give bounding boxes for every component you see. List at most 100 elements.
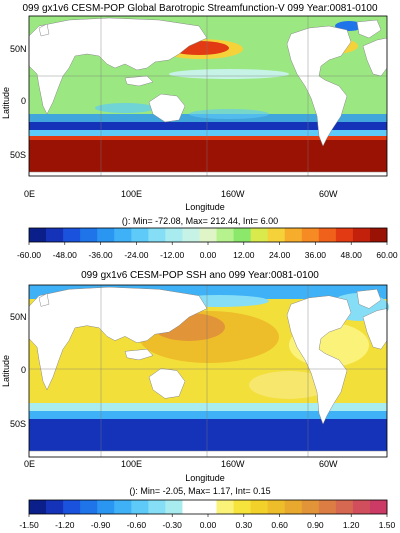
colorbar-swatch [114, 228, 132, 242]
colorbar-tick-label: 0.90 [307, 520, 324, 530]
colorbar-swatch [46, 228, 64, 242]
ssh-land-indonesia [124, 348, 154, 361]
colorbar-swatch [165, 228, 183, 242]
chart1-xtick-60w: 60W [319, 189, 338, 199]
stream-land-uk [38, 23, 50, 37]
chart1-stats: (): Min= -72.08, Max= 212.44, Int= 6.00 [121, 216, 279, 226]
chart1-title: 099 gx1v6 CESM-POP Global Barotropic Str… [22, 3, 378, 14]
colorbar-tick-label: -12.00 [160, 250, 185, 260]
colorbar-tick-label: 0.00 [199, 520, 217, 530]
colorbar-tick-label: -0.30 [162, 520, 182, 530]
chart2-xtick-160w: 160W [221, 459, 245, 469]
colorbar-swatch [97, 500, 115, 514]
chart2-xtick-100e: 100E [121, 459, 143, 469]
chart1-colorbar [28, 227, 388, 245]
colorbar-swatch [29, 500, 47, 514]
colorbar-swatch [63, 228, 81, 242]
colorbar-swatch [199, 228, 217, 242]
colorbar-swatch [284, 500, 303, 514]
colorbar-swatch [335, 500, 354, 514]
ssh-land-greenland [356, 289, 382, 309]
colorbar-tick-label: -48.00 [52, 250, 77, 260]
colorbar-swatch [63, 500, 81, 514]
ssh-southern-low [29, 419, 387, 457]
colorbar-swatch [318, 228, 337, 242]
colorbar-tick-label: -0.90 [90, 520, 111, 530]
colorbar-tick-label: 12.00 [233, 250, 255, 260]
stream-land-afroeurasia [28, 17, 208, 115]
stream-land-greenland [356, 19, 382, 39]
stream-indian-gyre [95, 103, 155, 113]
ssh-antarctica [28, 450, 388, 458]
colorbar-swatch [97, 228, 115, 242]
colorbar-swatch [46, 500, 64, 514]
colorbar-swatch [80, 228, 98, 242]
chart1-xlabel: Longitude [185, 202, 225, 212]
colorbar-swatch [199, 500, 217, 514]
ssh-band-lightcyan [29, 403, 387, 411]
stream-acc-red [29, 136, 387, 172]
ssh-land-europe [362, 308, 388, 350]
chart2-xlabel: Longitude [185, 473, 225, 483]
colorbar-swatch [284, 228, 303, 242]
stream-plot-frame [28, 15, 388, 177]
colorbar-swatch [216, 500, 234, 514]
ssh-se-pacific-pale [249, 371, 329, 399]
colorbar-swatch [148, 500, 166, 514]
colorbar-tick-label: 0.30 [235, 520, 253, 530]
chart2-ytick-50n: 50N [10, 312, 27, 322]
colorbar-swatch [250, 228, 269, 242]
stream-south-pacific-gyre [189, 109, 269, 119]
colorbar-tick-label: -0.60 [126, 520, 147, 530]
colorbar-swatch [148, 228, 166, 242]
colorbar-tick-label: 24.00 [268, 250, 291, 260]
chart2-ytick-50s: 50S [10, 419, 27, 429]
chart1-xtick-100e: 100E [121, 189, 143, 199]
colorbar-swatch [182, 500, 200, 514]
stream-land-americas [286, 25, 352, 147]
colorbar-swatch [318, 500, 337, 514]
colorbar-swatch [352, 228, 371, 242]
colorbar-swatch [29, 228, 47, 242]
ssh-land-afroeurasia [28, 286, 208, 391]
colorbar-tick-label: 1.20 [342, 520, 360, 530]
colorbar-swatch [80, 500, 98, 514]
chart2-xtick-60w: 60W [319, 459, 338, 469]
ssh-band-cyan [29, 411, 387, 419]
colorbar-swatch [335, 228, 354, 242]
colorbar-swatch [267, 228, 286, 242]
colorbar-swatch [165, 500, 183, 514]
colorbar-swatch [301, 500, 320, 514]
colorbar-tick-label: 60.00 [376, 250, 398, 260]
chart2-colorbar [28, 499, 388, 517]
chart2-title: 099 gx1v6 CESM-POP SSH ano 099 Year:0081… [81, 270, 319, 281]
stream-land-australia [148, 93, 186, 123]
chart2-stats: (): Min= -2.05, Max= 1.17, Int= 0.15 [129, 486, 271, 496]
chart1-ytick-50s: 50S [10, 150, 27, 160]
stream-equatorial-band [169, 69, 289, 79]
chart1-xtick-0e: 0E [24, 189, 36, 199]
chart1-ylabel: Latitude [1, 86, 11, 120]
ssh-plot-frame [28, 284, 388, 458]
ssh-land-americas [286, 295, 352, 425]
colorbar-swatch [301, 228, 320, 242]
colorbar-swatch [182, 228, 200, 242]
stream-band-lightblue [29, 130, 387, 136]
stream-antarctica [28, 171, 388, 177]
colorbar-swatch [216, 228, 234, 242]
colorbar-swatch [369, 228, 388, 242]
stream-land-europe [362, 37, 388, 77]
colorbar-tick-label: 36.00 [304, 250, 327, 260]
colorbar-swatch [250, 500, 269, 514]
colorbar-tick-label: -24.00 [124, 250, 149, 260]
colorbar-tick-label: -60.00 [16, 250, 42, 260]
colorbar-tick-label: 48.00 [340, 250, 362, 260]
colorbar-swatch [131, 500, 149, 514]
colorbar-swatch [267, 500, 286, 514]
colorbar-tick-label: -1.20 [55, 520, 75, 530]
ssh-land-mask [28, 286, 388, 458]
stream-land-indonesia [124, 75, 154, 87]
colorbar-swatch [233, 228, 252, 242]
colorbar-tick-label: -36.00 [88, 250, 113, 260]
colorbar-tick-label: -1.50 [19, 520, 39, 530]
